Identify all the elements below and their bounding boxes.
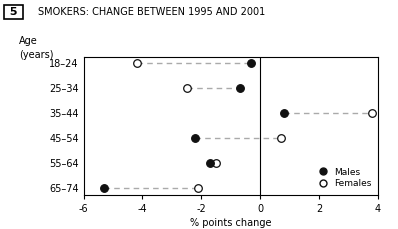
Text: (years): (years)	[19, 50, 53, 60]
Legend: Males, Females: Males, Females	[312, 166, 374, 190]
Text: SMOKERS: CHANGE BETWEEN 1995 AND 2001: SMOKERS: CHANGE BETWEEN 1995 AND 2001	[38, 7, 265, 17]
Point	[101, 187, 107, 190]
Point	[278, 137, 284, 140]
Point	[236, 87, 243, 90]
Point	[192, 137, 199, 140]
Text: Age: Age	[19, 36, 37, 46]
Point	[213, 162, 219, 165]
Point	[195, 187, 202, 190]
Point	[248, 62, 255, 65]
Point	[281, 112, 287, 115]
Point	[133, 62, 140, 65]
Point	[207, 162, 213, 165]
Text: 5: 5	[6, 7, 21, 17]
X-axis label: % points change: % points change	[190, 218, 271, 228]
Point	[369, 112, 375, 115]
Point	[183, 87, 190, 90]
